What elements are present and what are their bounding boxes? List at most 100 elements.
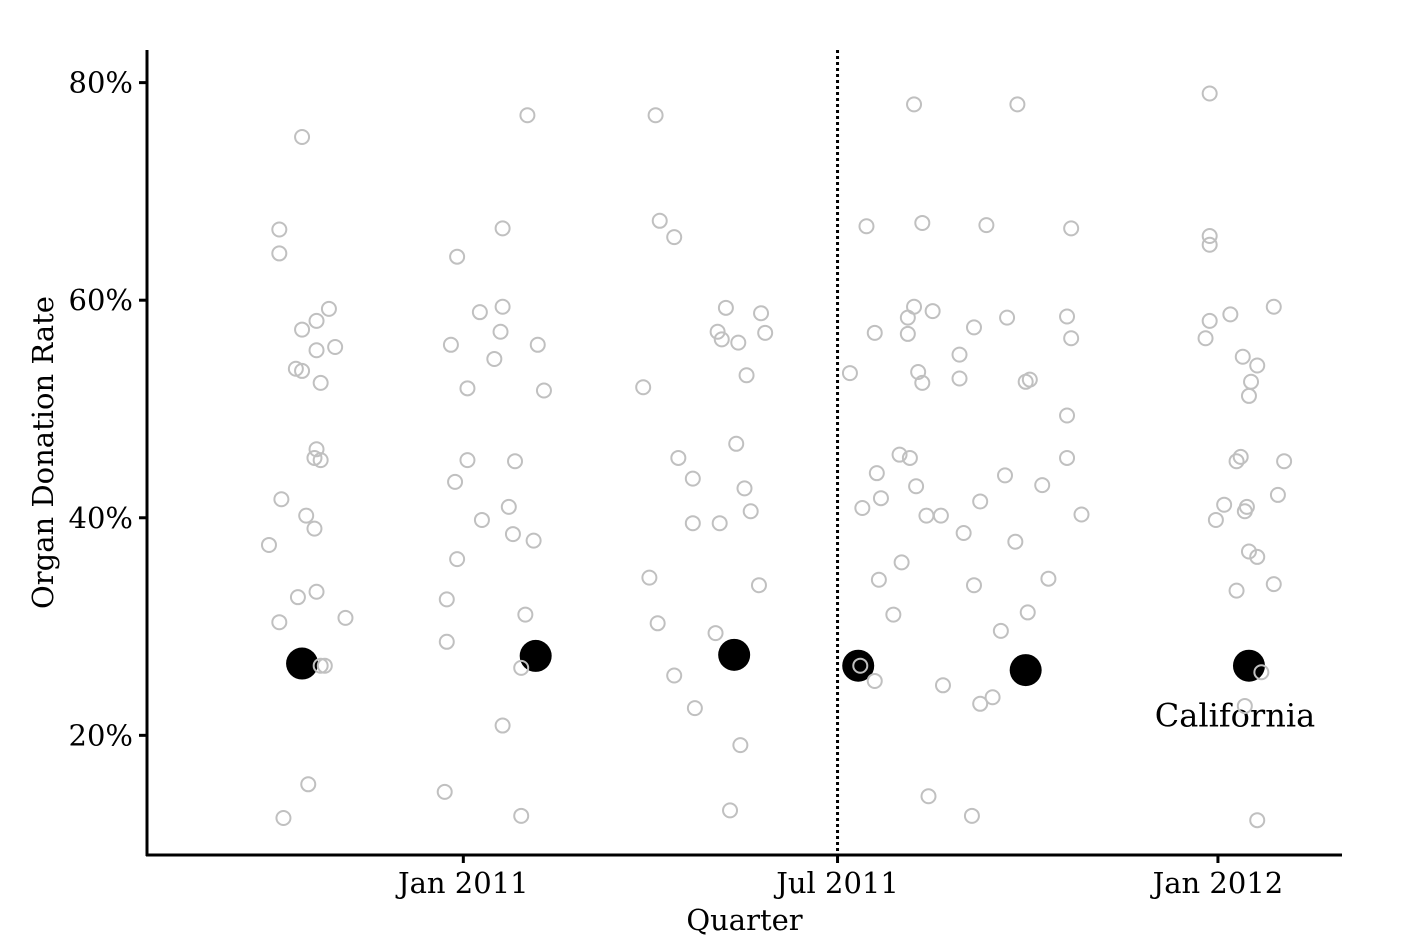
state-point (513, 659, 530, 676)
state-point (1063, 220, 1080, 237)
state-point (899, 309, 916, 326)
state-point (294, 362, 311, 379)
state-point (1236, 503, 1253, 520)
state-point (494, 717, 511, 734)
state-point (1222, 306, 1239, 323)
state-point (1201, 236, 1218, 253)
state-point (951, 346, 968, 363)
state-point (320, 300, 337, 317)
state-point (519, 107, 536, 124)
state-point (951, 370, 968, 387)
state-point (997, 467, 1014, 484)
california-point (718, 638, 751, 671)
state-point (459, 380, 476, 397)
state-point (984, 689, 1001, 706)
california-points-layer (286, 638, 1265, 687)
state-point (1201, 85, 1218, 102)
state-point (316, 657, 333, 674)
state-point (449, 248, 466, 265)
state-point (271, 245, 288, 262)
axes-layer (139, 50, 1342, 863)
state-point (651, 212, 668, 229)
y-tick-label: 60% (69, 283, 133, 317)
state-point (885, 606, 902, 623)
x-tick-label: Jul 2011 (773, 866, 899, 900)
state-point (1228, 582, 1245, 599)
state-point (535, 382, 552, 399)
state-point (1201, 312, 1218, 329)
state-point (298, 507, 315, 524)
state-point (709, 323, 726, 340)
california-point (842, 649, 875, 682)
state-point (999, 309, 1016, 326)
state-point (841, 365, 858, 382)
state-point (504, 526, 521, 543)
state-point (294, 129, 311, 146)
x-axis-title: Quarter (686, 903, 802, 937)
y-axis-title: Organ Donation Rate (26, 296, 60, 609)
state-point (717, 299, 734, 316)
state-point (647, 107, 664, 124)
state-point (686, 700, 703, 717)
state-point (1249, 548, 1266, 565)
state-point (932, 507, 949, 524)
state-point (500, 498, 517, 515)
state-point (870, 571, 887, 588)
state-point (312, 374, 329, 391)
state-point (641, 569, 658, 586)
state-point (868, 465, 885, 482)
state-point (906, 96, 923, 113)
state-point (1059, 308, 1076, 325)
california-annotation: California (1155, 697, 1315, 735)
state-point (866, 324, 883, 341)
state-point (901, 449, 918, 466)
state-point (684, 515, 701, 532)
state-point (337, 609, 354, 626)
state-point (306, 520, 323, 537)
state-point (852, 657, 869, 674)
state-point (914, 214, 931, 231)
state-point (529, 336, 546, 353)
state-point (893, 554, 910, 571)
state-point (924, 303, 941, 320)
state-point (965, 577, 982, 594)
state-point (742, 503, 759, 520)
state-point (972, 493, 989, 510)
state-point (312, 452, 329, 469)
state-point (494, 220, 511, 237)
y-tick-label: 40% (69, 501, 133, 535)
state-point (1063, 330, 1080, 347)
state-point (750, 577, 767, 594)
state-point (308, 342, 325, 359)
state-point (438, 633, 455, 650)
state-point (908, 478, 925, 495)
state-point (666, 229, 683, 246)
x-tick-label: Jan 2012 (1150, 866, 1284, 900)
state-point (934, 677, 951, 694)
state-point (492, 323, 509, 340)
state-point (471, 304, 488, 321)
state-point (308, 441, 325, 458)
state-point (730, 334, 747, 351)
state-point (891, 446, 908, 463)
state-point (978, 217, 995, 234)
state-point (1249, 357, 1266, 374)
state-point (525, 532, 542, 549)
state-point (1009, 96, 1026, 113)
state-point (1249, 812, 1266, 829)
state-point (459, 452, 476, 469)
state-point (711, 515, 728, 532)
state-point (436, 783, 453, 800)
state-point (854, 499, 871, 516)
state-point (684, 470, 701, 487)
state-point (914, 374, 931, 391)
state-point (1207, 511, 1224, 528)
state-point (918, 507, 935, 524)
state-point (1216, 496, 1233, 513)
state-point (294, 321, 311, 338)
state-point (728, 435, 745, 452)
state-point (260, 536, 277, 553)
y-tick-label: 20% (69, 718, 133, 752)
state-point (707, 625, 724, 642)
state-point (736, 480, 753, 497)
